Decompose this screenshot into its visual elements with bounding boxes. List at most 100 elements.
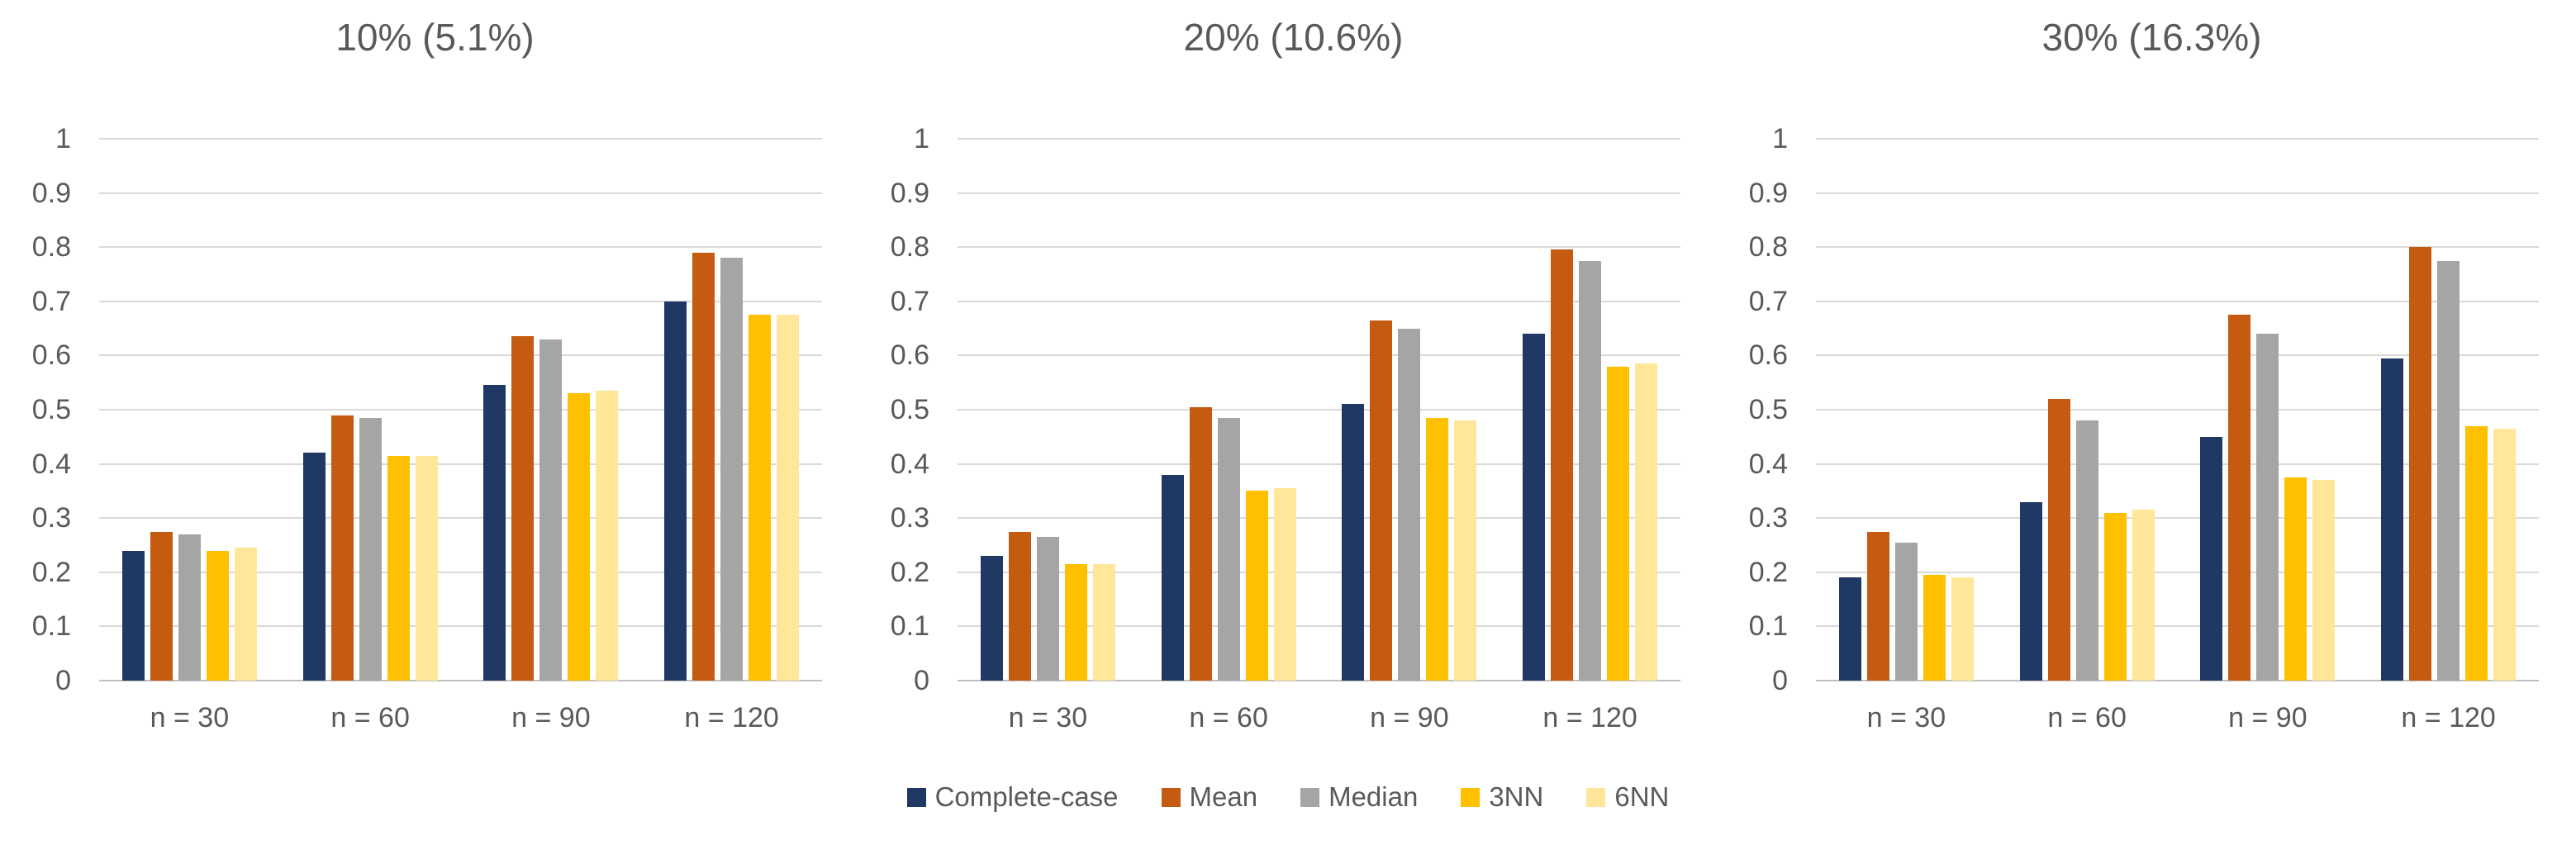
bar-6nn [1454,420,1477,681]
x-axis-labels: n = 30 n = 60 n = 90 n = 120 [1816,702,2539,734]
y-axis-tick-label: 0.6 [890,339,929,372]
legend-label: Median [1328,781,1419,812]
y-axis-tick-label: 0.5 [31,394,71,425]
legend-swatch-mean [1161,787,1181,807]
x-category-label: n = 90 [511,702,591,733]
y-axis-tick-label: 0.4 [31,448,71,480]
bar-6nn [1092,563,1115,681]
bar-3nn [1607,366,1630,681]
y-axis-tick-label: 0.8 [1748,231,1788,263]
x-axis-baseline [958,680,1680,681]
bar-complete-case [2200,436,2223,681]
bar-group-n-60 [1138,139,1319,681]
y-axis-tick-label: 0.6 [31,339,71,372]
bar-median [2075,420,2098,681]
bar-median [539,339,563,681]
bar-mean [2047,398,2070,681]
bar-3nn [206,550,229,681]
bar-3nn [1922,575,1946,681]
bar-median [1036,537,1059,681]
bar-mean [1008,531,1031,681]
gridline-1 [99,138,822,140]
bar-median [359,417,382,681]
bar-group-n-90 [2178,139,2359,681]
x-category-label: n = 60 [2047,702,2127,733]
bar-complete-case [1838,577,1861,681]
y-axis-tick-label: 0.3 [1748,502,1788,534]
bar-median [2437,260,2460,681]
bar-6nn [2493,428,2517,681]
bar-group-n-120 [1499,139,1680,681]
bar-6nn [2312,480,2336,681]
y-axis-tick-label: 0.1 [31,610,71,643]
x-category-label: n = 30 [1866,702,1946,733]
y-axis-tick-label: 0.6 [1748,339,1788,372]
gridline-0.4 [1816,463,2539,465]
chart-title: 20% (10.6%) [1183,16,1404,59]
bar-median [720,258,744,681]
gridline-0.9 [958,192,1680,194]
y-axis-tick-label: 0.4 [890,448,929,480]
y-axis-tick-label: 1 [1772,123,1788,154]
bar-group-n-60 [1997,139,2178,681]
x-category-label: n = 30 [1008,702,1088,733]
chart-panel-missing-20pct: 20% (10.6%) 0 0.1 0.2 0.3 0.4 0.5 0.6 0.7 0.8 0.9… [858,0,1717,734]
gridline-0.1 [99,625,822,628]
gridline-1 [958,138,1680,140]
legend-item-median: Median [1300,781,1418,813]
plot-area: 0 0.1 0.2 0.3 0.4 0.5 0.6 0.7 0.8 0.9 1 [32,125,822,695]
gridline-0.8 [1816,246,2539,249]
y-axis-tick-label: 1 [55,123,71,154]
bar-6nn [1951,577,1974,681]
bar-complete-case [1342,404,1365,681]
legend-item-complete-case: Complete-case [906,781,1119,813]
y-axis-tick-label: 0.1 [890,610,929,643]
gridline-0.9 [99,192,822,194]
gridline-0.1 [1816,625,2539,628]
y-axis-tick-label: 0.5 [1748,394,1788,425]
x-category-label: n = 90 [2228,702,2307,733]
bar-mean [1370,320,1393,681]
legend: Complete-case Mean Median 3NN 6NN [0,781,2576,813]
bar-group-n-90 [461,139,642,681]
bar-median [1217,417,1240,681]
gridline-0.6 [958,354,1680,357]
y-axis-tick-label: 0.7 [890,285,929,317]
legend-swatch-3nn [1461,787,1480,807]
bar-3nn [1245,491,1268,681]
x-category-label: n = 120 [1542,702,1637,733]
bar-group-n-120 [2358,139,2539,681]
gridline-0.3 [1816,517,2539,520]
legend-swatch-6nn [1586,787,1606,807]
charts-row: 10% (5.1%) 0 0.1 0.2 0.3 0.4 0.5 0.6 0.7 0.8 0.9 1… [32,0,2539,734]
bar-median [2256,334,2279,681]
bar-mean [1189,406,1212,681]
bar-median [178,534,201,681]
bar-3nn [1064,563,1087,681]
bar-group-n-120 [641,139,822,681]
bar-3nn [387,455,410,681]
bar-mean [150,531,173,681]
bar-complete-case [302,453,326,681]
gridline-0.4 [99,463,822,465]
y-axis-tick-label: 0.9 [1748,177,1788,209]
bar-3nn [1426,417,1449,681]
y-axis-tick-label: 0.5 [890,394,929,425]
bar-complete-case [1523,334,1546,681]
y-axis-tick-label: 0.2 [890,556,929,588]
bar-median [1579,260,1602,681]
bar-median [1398,328,1421,681]
gridline-0.8 [958,246,1680,249]
bar-3nn [2465,425,2488,681]
bar-group-n-30 [958,139,1138,681]
bar-6nn [1635,363,1658,681]
legend-label: 6NN [1614,781,1670,812]
bar-group-n-60 [280,139,461,681]
x-axis-baseline [99,680,822,681]
gridline-0.2 [99,571,822,573]
chart-title: 10% (5.1%) [335,16,535,59]
x-category-label: n = 60 [1189,702,1268,733]
y-axis-tick-label: 0.7 [1748,285,1788,317]
y-axis-tick-label: 0.9 [890,177,929,209]
